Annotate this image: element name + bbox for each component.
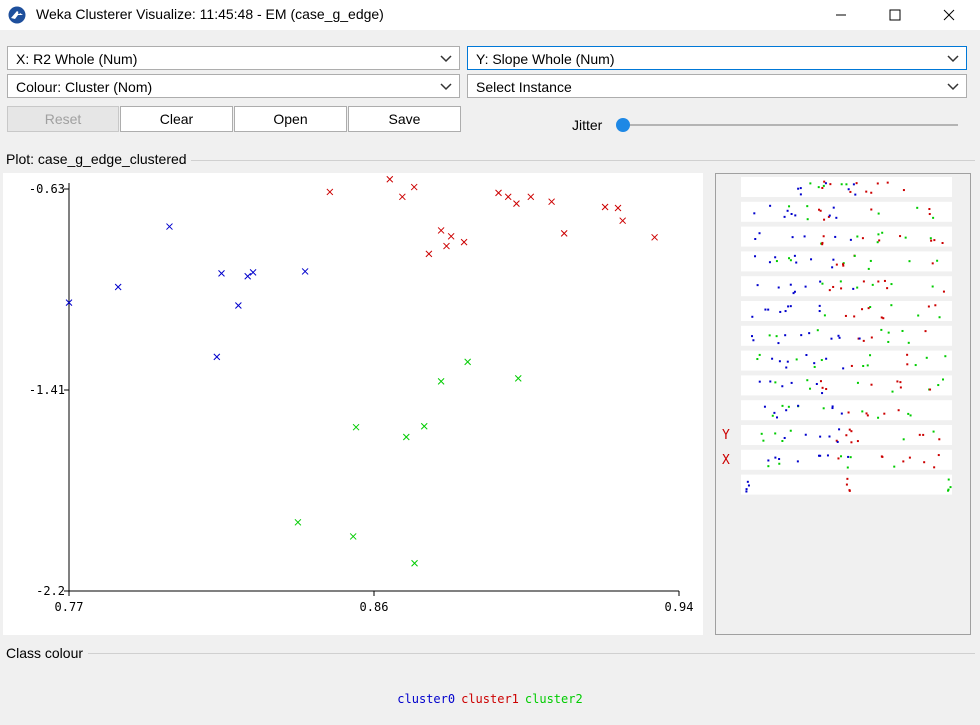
attribute-strip[interactable] <box>741 325 952 346</box>
class-colour-label: Class colour <box>6 645 88 661</box>
jitter-label: Jitter <box>572 117 603 133</box>
y-tick-label: -2.2 <box>36 584 65 598</box>
attribute-strip[interactable] <box>741 375 952 396</box>
x-axis-select-label: X: R2 Whole (Num) <box>16 51 138 67</box>
select-instance-dropdown[interactable]: Select Instance <box>467 74 967 98</box>
data-point-cluster2[interactable] <box>464 358 472 366</box>
y-axis-select[interactable]: Y: Slope Whole (Num) <box>467 46 967 70</box>
y-tick-label: -1.41 <box>29 383 65 397</box>
attribute-strip[interactable] <box>741 449 952 470</box>
data-point-cluster1[interactable] <box>495 189 502 197</box>
attribute-strip[interactable] <box>741 201 952 222</box>
legend-item-cluster2[interactable]: cluster2 <box>524 692 583 706</box>
x-tick-label: 0.94 <box>665 600 694 614</box>
data-point-cluster1[interactable] <box>460 238 468 246</box>
data-point-cluster2[interactable] <box>411 559 418 567</box>
chevron-down-icon <box>947 55 959 63</box>
y-axis-select-label: Y: Slope Whole (Num) <box>476 51 615 67</box>
data-point-cluster0[interactable] <box>235 302 242 309</box>
open-button[interactable]: Open <box>234 106 347 132</box>
x-axis-marker: X <box>722 453 730 468</box>
data-point-cluster1[interactable] <box>437 227 445 234</box>
data-point-cluster2[interactable] <box>349 533 357 540</box>
data-point-cluster1[interactable] <box>326 188 334 196</box>
scatter-plot-panel[interactable]: -0.63 -1.41 -2.2 0.77 0.86 0.94 <box>3 173 703 635</box>
attribute-matrix[interactable]: YX <box>716 174 970 634</box>
chevron-down-icon <box>440 55 452 63</box>
reset-button[interactable]: Reset <box>7 106 119 132</box>
data-point-cluster1[interactable] <box>504 193 512 201</box>
select-instance-label: Select Instance <box>476 79 572 95</box>
attribute-strip[interactable] <box>741 276 952 297</box>
data-point-cluster2[interactable] <box>402 433 410 441</box>
data-point-cluster0[interactable] <box>166 223 173 230</box>
attribute-strip[interactable] <box>741 350 952 371</box>
weka-bird-icon <box>8 6 26 24</box>
data-point-cluster1[interactable] <box>548 198 555 206</box>
chevron-down-icon <box>440 83 452 91</box>
attribute-strip[interactable] <box>741 301 952 321</box>
attribute-strip[interactable] <box>741 251 952 272</box>
data-point-cluster1[interactable] <box>614 204 622 212</box>
data-point-cluster1[interactable] <box>651 233 658 241</box>
plot-section-divider <box>190 160 975 161</box>
data-point-cluster2[interactable] <box>420 422 428 430</box>
attribute-strip[interactable] <box>741 425 952 445</box>
data-point-cluster2[interactable] <box>294 518 302 526</box>
data-point-cluster0[interactable] <box>244 272 252 280</box>
attribute-strip[interactable] <box>741 474 952 495</box>
data-point-cluster1[interactable] <box>410 183 418 191</box>
data-point-cluster0[interactable] <box>65 299 73 306</box>
data-point-cluster0[interactable] <box>114 283 122 291</box>
data-point-cluster1[interactable] <box>425 250 433 258</box>
maximize-button[interactable] <box>872 0 918 30</box>
data-point-cluster1[interactable] <box>513 200 520 207</box>
data-point-cluster1[interactable] <box>447 232 455 240</box>
window-title: Weka Clusterer Visualize: 11:45:48 - EM … <box>36 6 384 22</box>
close-button[interactable] <box>926 0 972 30</box>
x-tick-label: 0.77 <box>55 600 84 614</box>
data-point-cluster2[interactable] <box>514 375 522 382</box>
plot-label: Plot: case_g_edge_clustered <box>6 151 191 167</box>
maximize-icon <box>889 9 901 21</box>
data-point-cluster0[interactable] <box>301 268 309 275</box>
attribute-strip[interactable] <box>741 400 952 421</box>
title-bar: Weka Clusterer Visualize: 11:45:48 - EM … <box>0 0 980 30</box>
data-point-cluster1[interactable] <box>386 175 394 183</box>
jitter-slider-track[interactable] <box>620 124 958 126</box>
minimize-icon <box>836 14 846 16</box>
x-tick-label: 0.86 <box>360 600 389 614</box>
clear-button[interactable]: Clear <box>120 106 233 132</box>
y-tick-label: -0.63 <box>29 182 65 196</box>
data-point-cluster2[interactable] <box>352 423 360 431</box>
data-point-cluster0[interactable] <box>218 270 225 277</box>
x-axis-select[interactable]: X: R2 Whole (Num) <box>7 46 460 70</box>
colour-select-label: Colour: Cluster (Nom) <box>16 79 153 95</box>
data-point-cluster1[interactable] <box>560 230 568 237</box>
scatter-plot[interactable]: -0.63 -1.41 -2.2 0.77 0.86 0.94 <box>3 173 703 635</box>
data-point-cluster2[interactable] <box>437 377 445 385</box>
minimize-button[interactable] <box>818 0 864 30</box>
data-point-cluster1[interactable] <box>527 193 535 201</box>
close-icon <box>943 9 955 21</box>
data-point-cluster1[interactable] <box>601 203 609 211</box>
save-button[interactable]: Save <box>348 106 461 132</box>
jitter-slider-thumb[interactable] <box>616 118 630 132</box>
data-point-cluster0[interactable] <box>249 269 257 276</box>
legend-item-cluster1[interactable]: cluster1 <box>461 692 519 706</box>
attribute-strip[interactable] <box>741 226 952 247</box>
attribute-strip[interactable] <box>741 177 952 197</box>
class-colour-legend: cluster0 cluster1 cluster2 <box>0 692 980 706</box>
y-axis-marker: Y <box>722 428 730 443</box>
data-point-cluster0[interactable] <box>213 353 221 361</box>
colour-select[interactable]: Colour: Cluster (Nom) <box>7 74 460 98</box>
legend-item-cluster0[interactable]: cluster0 <box>397 692 456 706</box>
data-point-cluster1[interactable] <box>443 242 450 250</box>
data-point-cluster1[interactable] <box>619 217 627 225</box>
legend-section-divider <box>88 653 975 654</box>
data-point-cluster1[interactable] <box>398 193 406 201</box>
chevron-down-icon <box>947 83 959 91</box>
